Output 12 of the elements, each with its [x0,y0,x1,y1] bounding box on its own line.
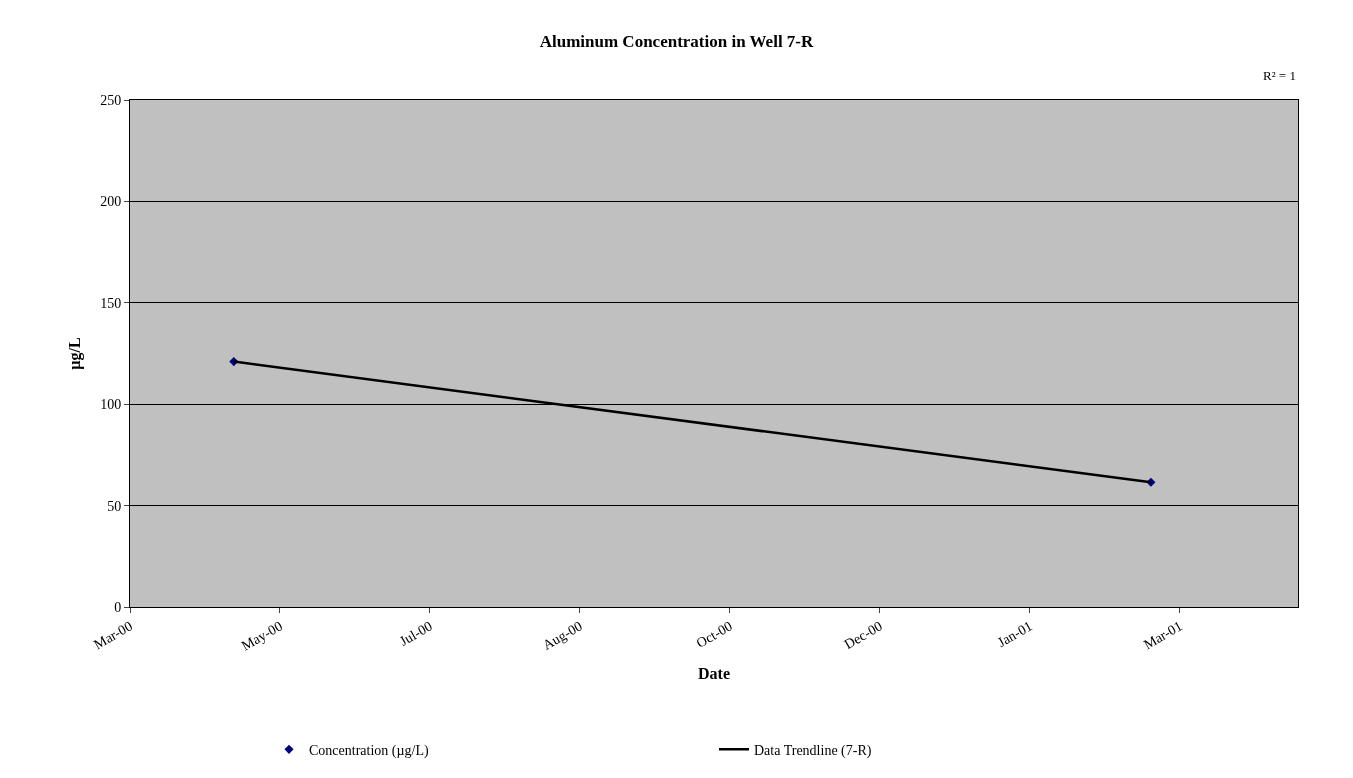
legend-label: Data Trendline (7-R) [754,742,872,759]
chart-title: Aluminum Concentration in Well 7-R [539,31,815,51]
y-tick-label: 0 [114,599,122,615]
y-tick-label: 100 [100,397,122,413]
y-tick-label: 50 [107,498,122,514]
y-tick-label: 200 [100,194,122,210]
y-tick-label: 250 [100,92,122,108]
y-axis-title: µg/L [66,337,85,370]
x-axis-title: Date [698,665,730,683]
y-tick-label: 150 [100,295,122,311]
text: R² = 1 [1263,68,1296,83]
legend-label: Concentration (µg/L) [309,742,429,759]
